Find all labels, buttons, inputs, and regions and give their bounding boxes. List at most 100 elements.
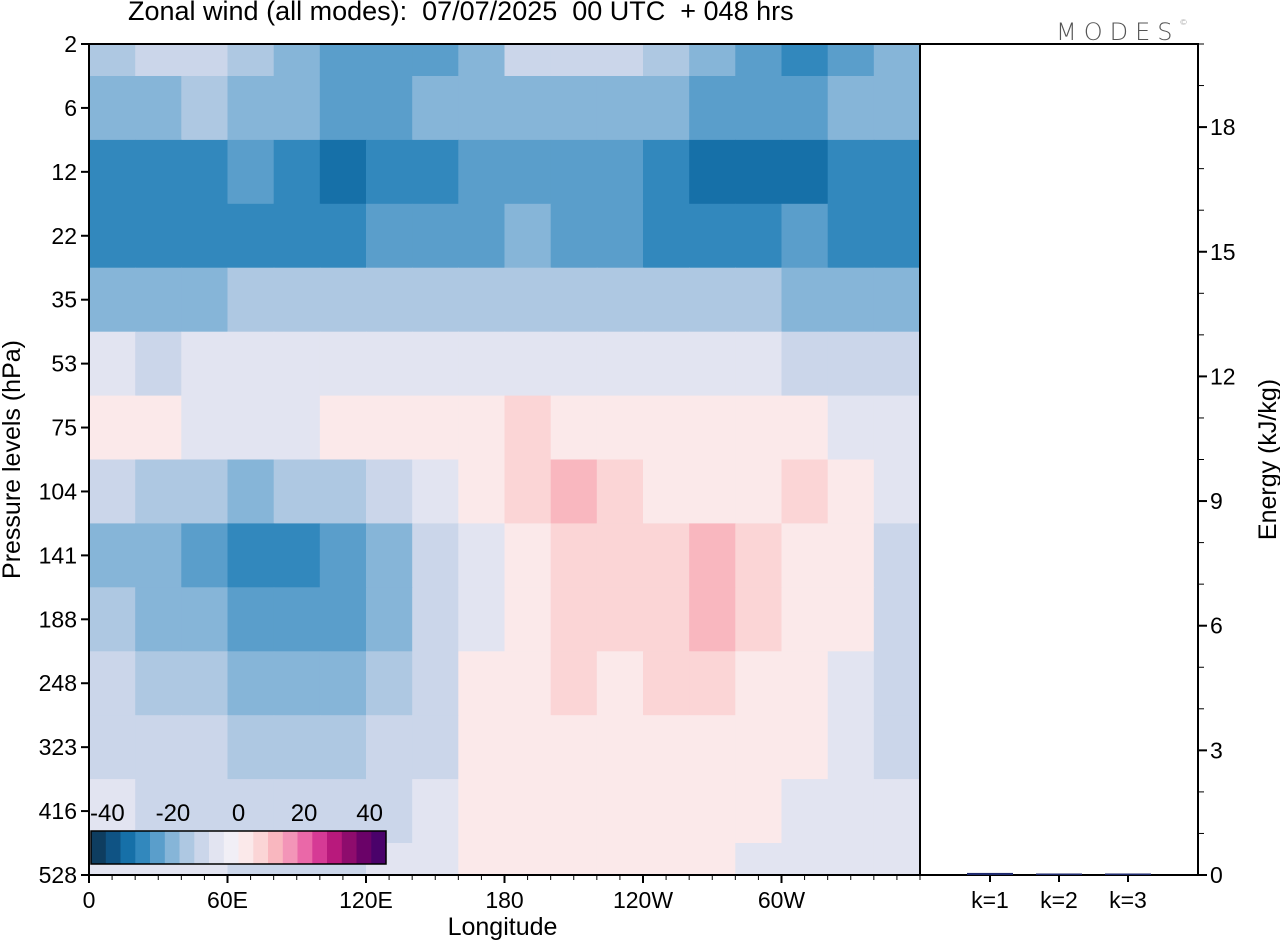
heatmap-cell [689, 523, 736, 588]
heatmap-cell [227, 203, 275, 269]
heatmap-cell [643, 203, 690, 269]
heatmap-cell [596, 843, 644, 876]
heatmap-cell [135, 587, 182, 652]
heatmap-cell [643, 331, 690, 397]
heatmap-cell [550, 395, 598, 461]
heatmap-cell [135, 651, 182, 716]
heatmap-cell [227, 267, 275, 333]
heatmap-cells [89, 44, 921, 876]
energy-bar [1105, 873, 1151, 875]
colorbar-swatch [150, 831, 166, 864]
longitude-axis: 0 60E 120E 180 120W 60W [83, 875, 921, 913]
heatmap-cell [550, 651, 598, 716]
heatmap-cell [227, 523, 275, 588]
energy-tick-label: 12 [1210, 363, 1236, 389]
heatmap-cell [873, 139, 921, 205]
heatmap-cell [227, 331, 275, 397]
heatmap-cell [89, 44, 136, 77]
heatmap-cell [735, 715, 783, 780]
heatmap-cell [366, 76, 413, 141]
y-tick-label: 75 [51, 415, 77, 441]
heatmap-cell [504, 523, 552, 588]
heatmap-cell [781, 779, 829, 844]
colorbar-swatch [312, 831, 328, 864]
colorbar-tick-label: -40 [90, 800, 125, 827]
heatmap-cell [89, 523, 136, 588]
heatmap-cell [550, 843, 598, 876]
heatmap-cell [89, 267, 136, 333]
heatmap-cell [227, 587, 275, 652]
heatmap-cell [89, 139, 136, 205]
x-tick-label: 120E [339, 887, 393, 913]
y-tick-label: 416 [39, 798, 77, 824]
energy-bar [967, 872, 1013, 875]
heatmap-cell [689, 843, 736, 876]
colorbar-swatch [91, 831, 107, 864]
heatmap-cell [596, 523, 644, 588]
heatmap-cell [273, 267, 321, 333]
heatmap-cell [781, 523, 829, 588]
heatmap-cell [273, 715, 321, 780]
x-tick-label: 180 [485, 887, 523, 913]
heatmap-cell [366, 203, 413, 269]
heatmap-cell [458, 779, 506, 844]
heatmap-cell [643, 587, 690, 652]
heatmap-cell [735, 76, 783, 141]
heatmap-cell [273, 459, 321, 524]
heatmap-cell [366, 651, 413, 716]
heatmap-cell [781, 76, 829, 141]
heatmap-cell [412, 203, 459, 269]
heatmap-cell [873, 523, 921, 588]
heatmap-cell [735, 459, 783, 524]
heatmap-cell [643, 651, 690, 716]
heatmap-cell [181, 76, 229, 141]
heatmap-cell [319, 651, 367, 716]
bar-category-label: k=2 [1040, 887, 1078, 913]
heatmap-cell [227, 459, 275, 524]
heatmap-cell [735, 843, 783, 876]
heatmap-cell [550, 203, 598, 269]
heatmap-cell [89, 587, 136, 652]
heatmap-cell [689, 651, 736, 716]
heatmap-cell [873, 843, 921, 876]
y-tick-label: 188 [39, 606, 77, 632]
heatmap-cell [596, 587, 644, 652]
heatmap-cell [643, 843, 690, 876]
heatmap-cell [827, 44, 875, 77]
heatmap-cell [689, 331, 736, 397]
heatmap-cell [412, 331, 459, 397]
heatmap-cell [596, 459, 644, 524]
heatmap-cell [181, 267, 229, 333]
heatmap-cell [319, 395, 367, 461]
heatmap-cell [319, 44, 367, 77]
energy-axis-title: Energy (kJ/kg) [1254, 379, 1280, 540]
heatmap-cell [181, 395, 229, 461]
heatmap-cell [781, 395, 829, 461]
heatmap-cell [135, 76, 182, 141]
heatmap-cell [227, 76, 275, 141]
heatmap-cell [319, 715, 367, 780]
heatmap-cell [412, 459, 459, 524]
heatmap-cell [735, 44, 783, 77]
heatmap-cell [181, 331, 229, 397]
heatmap-cell [181, 587, 229, 652]
x-tick-label: 0 [83, 887, 96, 913]
heatmap-cell [458, 267, 506, 333]
heatmap-cell [412, 76, 459, 141]
heatmap-cell [412, 651, 459, 716]
y-tick-label: 248 [39, 670, 77, 696]
heatmap-cell [689, 203, 736, 269]
heatmap-cell [273, 587, 321, 652]
colorbar-swatch [194, 831, 210, 864]
heatmap-cell [550, 715, 598, 780]
heatmap-cell [781, 843, 829, 876]
heatmap-cell [873, 395, 921, 461]
heatmap-cell [273, 203, 321, 269]
heatmap-cell [319, 459, 367, 524]
heatmap-cell [873, 331, 921, 397]
colorbar-swatch [135, 831, 151, 864]
heatmap-cell [596, 651, 644, 716]
heatmap-cell [504, 843, 552, 876]
heatmap-cell [458, 76, 506, 141]
heatmap-cell [689, 395, 736, 461]
